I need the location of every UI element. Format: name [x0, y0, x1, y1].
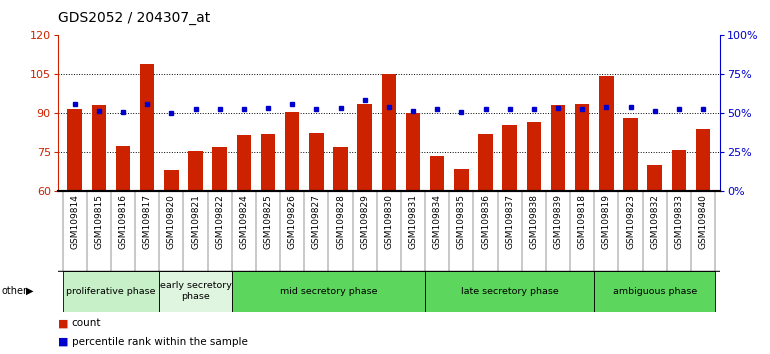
Text: GSM109838: GSM109838 [529, 194, 538, 249]
Text: GSM109817: GSM109817 [142, 194, 152, 249]
Text: GSM109832: GSM109832 [650, 194, 659, 249]
Text: GSM109835: GSM109835 [457, 194, 466, 249]
Bar [62, 271, 159, 312]
Bar [333, 147, 348, 191]
Text: GSM109833: GSM109833 [675, 194, 683, 249]
Bar [575, 104, 590, 191]
Text: GSM109831: GSM109831 [409, 194, 417, 249]
Bar [68, 109, 82, 191]
Bar [503, 125, 517, 191]
Text: percentile rank within the sample: percentile rank within the sample [72, 337, 247, 347]
Bar [382, 74, 396, 191]
Text: ambiguous phase: ambiguous phase [613, 287, 697, 296]
Bar [261, 134, 275, 191]
Text: ■: ■ [58, 318, 69, 329]
Bar [236, 135, 251, 191]
Bar [188, 151, 203, 191]
Bar [551, 105, 565, 191]
Text: GSM109834: GSM109834 [433, 194, 442, 249]
Bar [285, 112, 300, 191]
Bar [648, 165, 662, 191]
Text: GSM109824: GSM109824 [239, 194, 249, 249]
Text: GSM109814: GSM109814 [70, 194, 79, 249]
Text: GSM109827: GSM109827 [312, 194, 321, 249]
Text: GSM109820: GSM109820 [167, 194, 176, 249]
Text: GSM109830: GSM109830 [384, 194, 393, 249]
Bar [454, 169, 469, 191]
Bar [92, 105, 106, 191]
Text: GSM109822: GSM109822 [215, 194, 224, 249]
Text: GSM109825: GSM109825 [263, 194, 273, 249]
Bar [478, 134, 493, 191]
Text: other: other [2, 286, 28, 296]
Bar [357, 104, 372, 191]
Bar [164, 170, 179, 191]
Bar [140, 64, 155, 191]
Text: ▶: ▶ [26, 286, 34, 296]
Bar [116, 146, 130, 191]
Text: GSM109816: GSM109816 [119, 194, 128, 249]
Bar [527, 122, 541, 191]
Text: early secretory
phase: early secretory phase [159, 281, 232, 301]
Text: proliferative phase: proliferative phase [66, 287, 156, 296]
Bar [623, 119, 638, 191]
Text: GSM109837: GSM109837 [505, 194, 514, 249]
Bar [213, 147, 227, 191]
Text: GSM109818: GSM109818 [578, 194, 587, 249]
Text: count: count [72, 318, 101, 329]
Text: GSM109828: GSM109828 [336, 194, 345, 249]
Bar [309, 133, 323, 191]
Text: GDS2052 / 204307_at: GDS2052 / 204307_at [58, 11, 210, 25]
Bar [406, 113, 420, 191]
Bar [671, 150, 686, 191]
Text: GSM109840: GSM109840 [698, 194, 708, 249]
Text: ■: ■ [58, 337, 69, 347]
Text: GSM109815: GSM109815 [95, 194, 103, 249]
Text: GSM109821: GSM109821 [191, 194, 200, 249]
Text: late secretory phase: late secretory phase [460, 287, 558, 296]
Bar [159, 271, 232, 312]
Text: mid secretory phase: mid secretory phase [280, 287, 377, 296]
Bar [599, 76, 614, 191]
Bar [425, 271, 594, 312]
Text: GSM109829: GSM109829 [360, 194, 369, 249]
Text: GSM109839: GSM109839 [554, 194, 563, 249]
Bar [430, 156, 444, 191]
Bar [232, 271, 425, 312]
Bar [696, 129, 710, 191]
Text: GSM109819: GSM109819 [602, 194, 611, 249]
Bar [594, 271, 715, 312]
Text: GSM109836: GSM109836 [481, 194, 490, 249]
Text: GSM109823: GSM109823 [626, 194, 635, 249]
Text: GSM109826: GSM109826 [288, 194, 296, 249]
